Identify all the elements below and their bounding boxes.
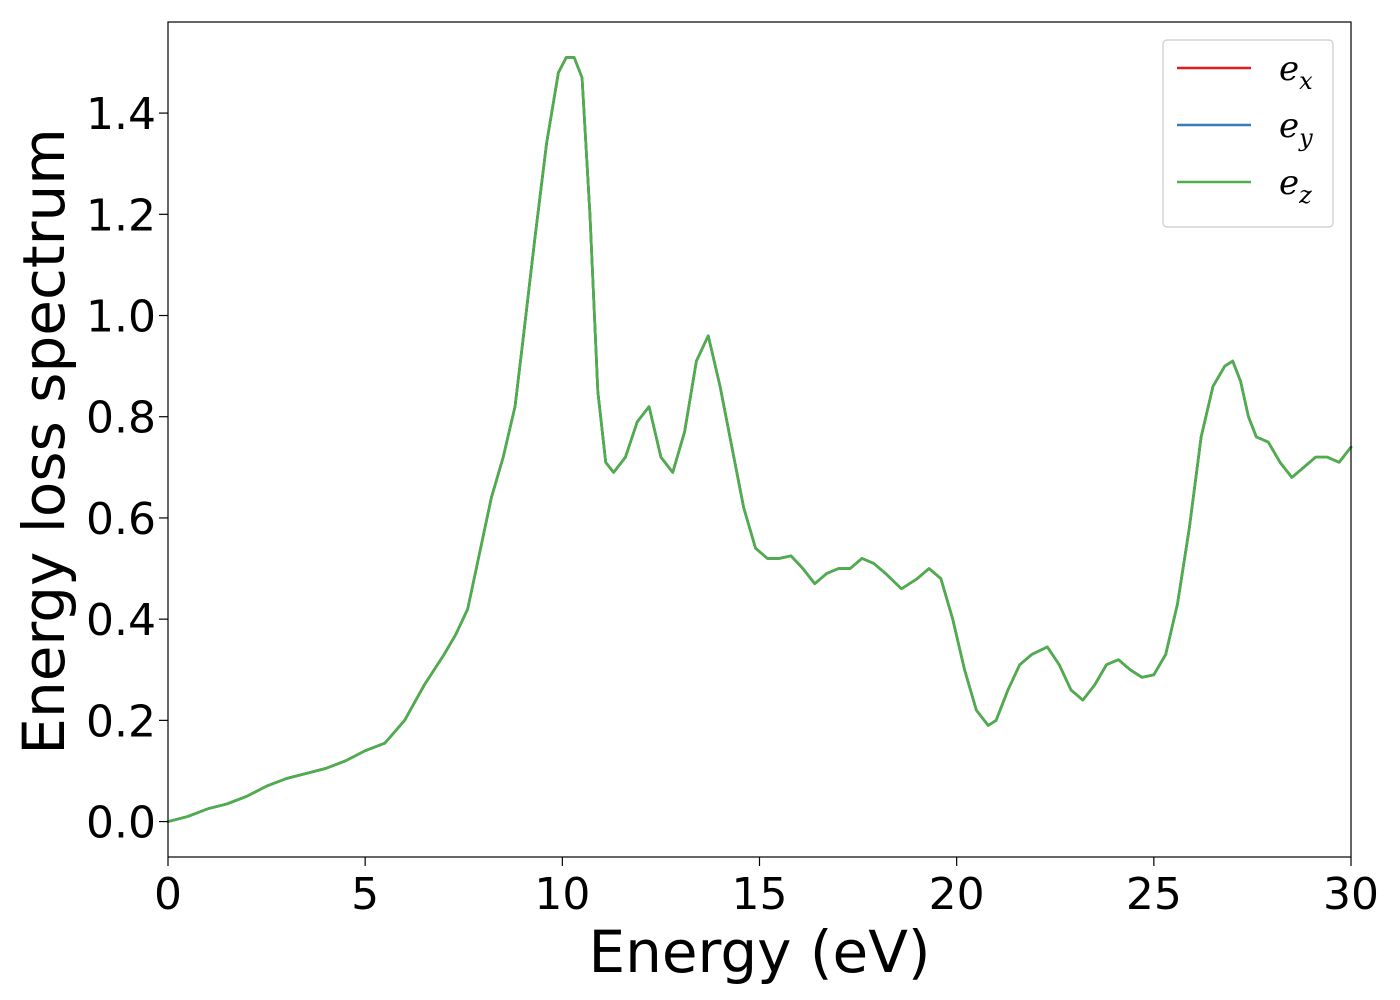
y-tick-label: 1.0 — [86, 292, 156, 343]
y-tick-label: 0.4 — [86, 595, 156, 646]
x-tick-label: 30 — [1323, 869, 1379, 920]
legend-label-subscript: y — [1298, 124, 1313, 152]
x-tick-label: 15 — [732, 869, 788, 920]
x-axis-label: Energy (eV) — [588, 918, 930, 986]
legend-label-base: e — [1279, 106, 1299, 146]
x-tick-label: 25 — [1126, 869, 1182, 920]
x-tick-label: 0 — [154, 869, 182, 920]
legend-label-ex: ex — [1279, 49, 1313, 95]
y-tick-label: 1.4 — [86, 89, 156, 140]
y-axis-label: Energy loss spectrum — [10, 128, 78, 754]
legend-label-ey: ey — [1279, 106, 1313, 152]
legend-label-subscript: x — [1299, 67, 1313, 95]
x-tick-label: 10 — [534, 869, 590, 920]
y-tick-label: 0.0 — [86, 798, 156, 849]
x-axis-ticks: 0 5 10 15 20 25 30 — [154, 857, 1379, 920]
legend-label-base: e — [1279, 49, 1299, 89]
legend-label-ez: ez — [1279, 163, 1312, 209]
legend-box — [1162, 39, 1334, 228]
y-tick-label: 0.2 — [86, 696, 156, 747]
y-tick-label: 1.2 — [86, 190, 156, 241]
y-tick-label: 0.6 — [86, 494, 156, 545]
legend-label-base: e — [1279, 163, 1299, 203]
y-axis-ticks: 0.0 0.2 0.4 0.6 0.8 1.0 1.2 1.4 — [86, 89, 168, 849]
legend-label-subscript: z — [1298, 181, 1312, 209]
series-layer — [166, 56, 1353, 823]
series-line-ez — [166, 56, 1353, 823]
x-tick-label: 5 — [351, 869, 379, 920]
x-tick-label: 20 — [929, 869, 985, 920]
y-tick-label: 0.8 — [86, 393, 156, 444]
